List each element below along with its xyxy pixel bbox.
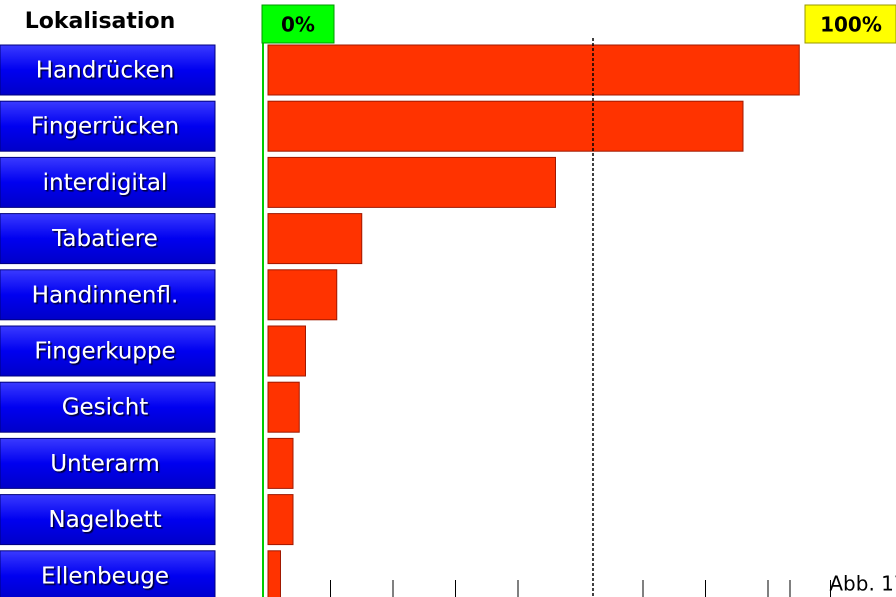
tick-label-box [261, 4, 335, 44]
category-button [0, 550, 216, 597]
x-tick-label: 0% [281, 13, 315, 37]
category-label: Handinnenfl. [32, 282, 179, 308]
category-button [0, 494, 216, 546]
annotation: Abb. 17 [829, 572, 896, 596]
bar [267, 213, 363, 265]
category-label: Nagelbett [48, 507, 161, 533]
category-label: Fingerkuppe [34, 339, 175, 365]
bar [267, 156, 556, 208]
x-tick-label: 100% [820, 13, 882, 37]
category-button [0, 437, 216, 489]
category-label: Handrücken [36, 58, 174, 84]
category-button [0, 213, 216, 265]
bar [267, 325, 306, 377]
category-button [0, 381, 216, 433]
category-label: Fingerrücken [31, 114, 179, 140]
category-label: Gesicht [62, 395, 149, 421]
bar [267, 494, 294, 546]
category-label: Ellenbeuge [41, 563, 169, 589]
category-label: Tabatiere [51, 226, 158, 252]
category-button [0, 269, 216, 321]
category-label: Unterarm [50, 451, 160, 477]
tick-label-box [804, 4, 896, 44]
bar [267, 381, 300, 433]
category-button [0, 156, 216, 208]
bar [267, 44, 800, 96]
bar [267, 100, 744, 152]
bar [267, 550, 281, 597]
chart-title: Lokalisation [25, 9, 175, 34]
bar [267, 437, 294, 489]
category-button [0, 325, 216, 377]
bar [267, 269, 338, 321]
category-label: interdigital [43, 170, 168, 196]
category-button [0, 100, 216, 152]
category-button [0, 44, 216, 96]
